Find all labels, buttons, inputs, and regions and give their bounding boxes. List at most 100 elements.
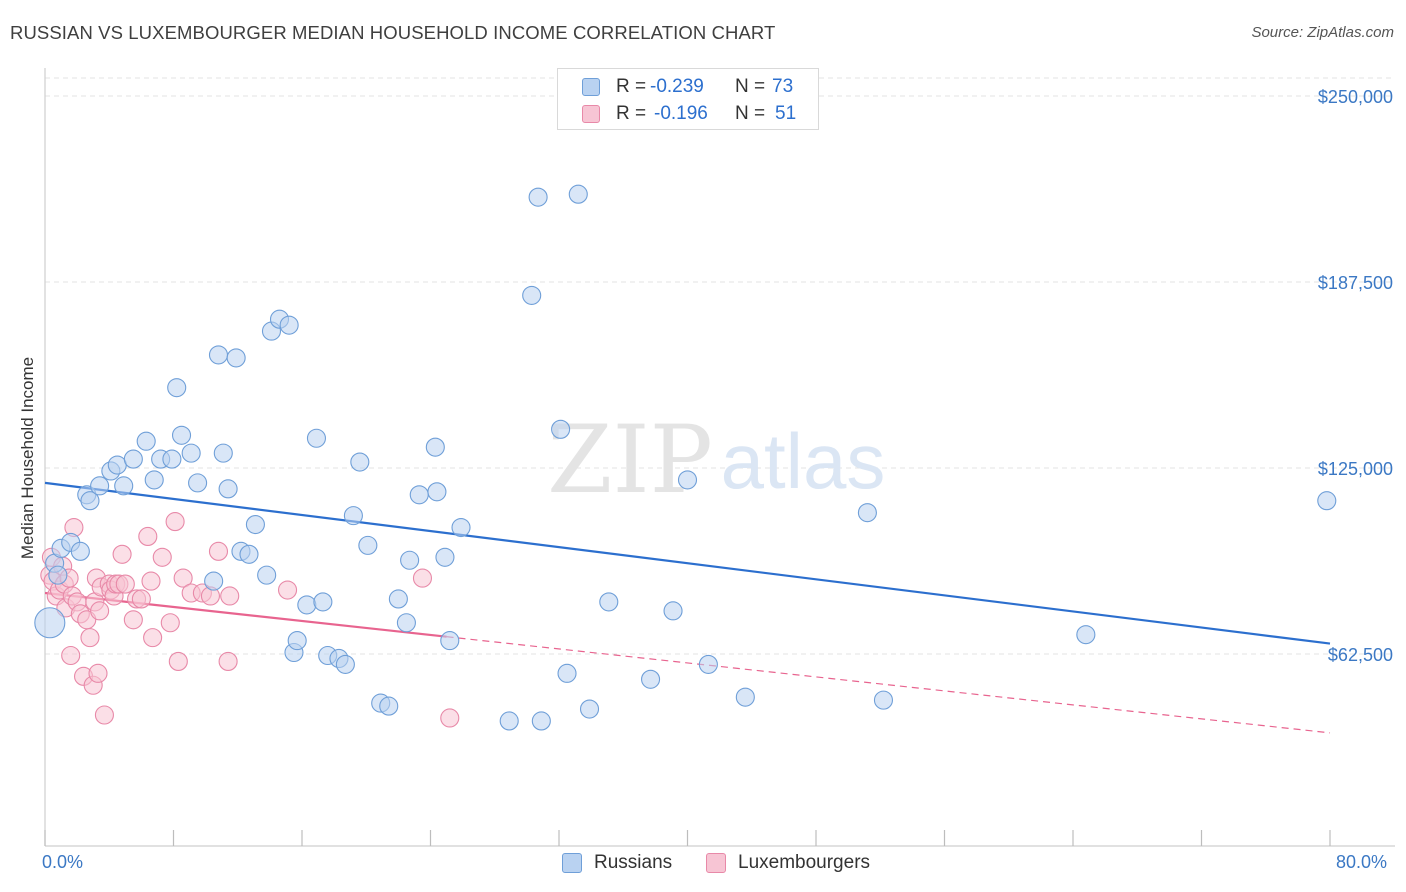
- ytick-layer: $62,500 $125,000 $187,500 $250,000: [1318, 87, 1393, 665]
- point-luxembourgers: [277, 580, 298, 600]
- point-russians: [114, 476, 134, 496]
- point-russians: [528, 187, 548, 207]
- point-russians: [698, 654, 718, 674]
- point-russians: [306, 428, 327, 448]
- legend-swatch-russians: [582, 78, 600, 96]
- point-luxembourgers: [61, 645, 81, 666]
- point-russians: [873, 690, 894, 710]
- point-russians: [171, 425, 192, 445]
- point-russians: [499, 711, 519, 731]
- point-russians: [257, 565, 277, 585]
- point-russians: [400, 550, 420, 570]
- point-russians: [396, 613, 416, 633]
- point-luxembourgers: [141, 571, 161, 591]
- point-russians: [677, 470, 698, 490]
- point-luxembourgers: [131, 589, 151, 609]
- point-russians: [218, 479, 238, 499]
- point-russians: [350, 452, 370, 472]
- point-russians: [313, 592, 333, 612]
- point-russians: [181, 443, 201, 463]
- legend-n-value: 51: [775, 103, 797, 124]
- point-russians: [123, 449, 143, 469]
- axis-layer: [44, 68, 1395, 847]
- point-russians: [245, 514, 265, 535]
- point-luxembourgers: [168, 651, 188, 671]
- point-russians: [107, 455, 127, 475]
- point-russians: [335, 654, 355, 674]
- points-layer: [34, 184, 1337, 731]
- point-russians: [557, 663, 577, 683]
- point-russians: [279, 315, 299, 335]
- point-russians: [297, 595, 317, 615]
- correlation-legend: R = -0.239 N = 73 R = -0.196 N = 51: [557, 68, 819, 130]
- point-russians: [343, 506, 363, 526]
- legend-r-label: R =: [616, 76, 647, 97]
- point-russians: [90, 476, 110, 496]
- x-tick-label-max: 80.0%: [1336, 852, 1388, 872]
- point-russians: [188, 473, 208, 493]
- point-russians: [287, 631, 307, 651]
- legend-n-label: N =: [735, 103, 766, 124]
- y-tick-label: $125,000: [1318, 459, 1393, 479]
- legend-swatch-luxembourgers: [582, 105, 600, 123]
- point-luxembourgers: [412, 568, 433, 588]
- watermark-zip: ZIP: [547, 406, 713, 515]
- point-luxembourgers: [123, 610, 143, 630]
- point-russians: [162, 449, 182, 469]
- point-russians: [48, 565, 68, 585]
- point-luxembourgers: [90, 601, 110, 621]
- point-russians: [167, 378, 187, 398]
- point-luxembourgers: [143, 628, 163, 648]
- point-russians: [208, 345, 229, 365]
- point-luxembourgers: [115, 574, 135, 594]
- point-russians: [641, 669, 661, 689]
- point-russians: [440, 631, 460, 651]
- point-russians: [70, 541, 90, 561]
- point-luxembourgers: [173, 568, 193, 588]
- point-russians: [204, 571, 224, 591]
- legend-n-value: 73: [772, 76, 794, 97]
- point-luxembourgers: [165, 512, 185, 532]
- point-luxembourgers: [112, 544, 132, 564]
- point-russians: [857, 503, 877, 523]
- watermark-atlas: atlas: [721, 417, 886, 505]
- point-luxembourgers: [94, 705, 114, 725]
- point-russians: [34, 607, 66, 639]
- point-russians: [213, 443, 233, 463]
- point-luxembourgers: [160, 613, 180, 633]
- point-russians: [568, 184, 588, 204]
- point-luxembourgers: [218, 651, 238, 671]
- point-luxembourgers: [220, 586, 240, 606]
- legend-r-value: -0.196: [654, 103, 708, 124]
- y-tick-label: $62,500: [1328, 645, 1393, 665]
- point-russians: [551, 419, 571, 439]
- point-russians: [425, 437, 445, 457]
- point-russians: [663, 601, 683, 621]
- point-russians: [80, 491, 100, 511]
- point-russians: [379, 696, 399, 716]
- trend-line-luxembourgers-extension: [446, 636, 1331, 734]
- legend-n-label: N =: [735, 76, 766, 97]
- point-russians: [1317, 491, 1337, 511]
- bottom-legend-swatch-luxembourgers: [706, 853, 726, 873]
- point-russians: [451, 517, 471, 538]
- bottom-legend-swatch-russians: [562, 853, 582, 873]
- point-russians: [136, 431, 156, 451]
- point-russians: [579, 699, 600, 719]
- y-axis-title: Median Household Income: [18, 356, 37, 560]
- point-russians: [735, 687, 755, 707]
- y-tick-label: $250,000: [1318, 87, 1393, 107]
- y-tick-label: $187,500: [1318, 273, 1393, 293]
- x-tick-label-min: 0.0%: [42, 852, 84, 872]
- bottom-legend-label-russians: Russians: [594, 852, 673, 873]
- point-russians: [435, 547, 455, 567]
- point-russians: [239, 544, 259, 564]
- point-luxembourgers: [80, 628, 100, 648]
- point-luxembourgers: [208, 541, 229, 561]
- point-luxembourgers: [138, 526, 158, 546]
- trend-line-russians: [44, 481, 1331, 645]
- point-luxembourgers: [440, 708, 460, 728]
- legend-r-label: R =: [616, 103, 647, 124]
- source-label: Source: ZipAtlas.com: [1251, 24, 1394, 41]
